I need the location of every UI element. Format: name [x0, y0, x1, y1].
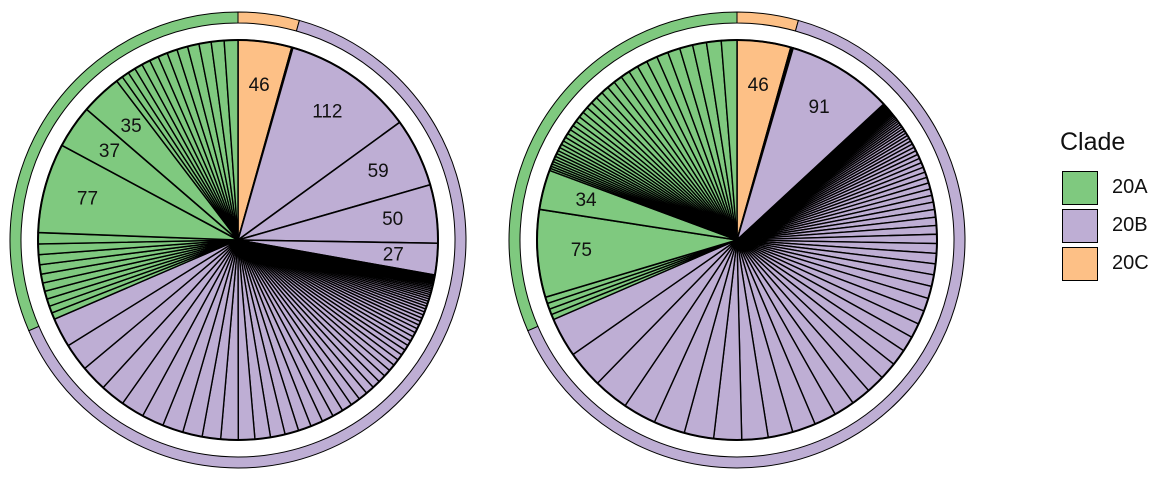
slice-label-112: 112	[312, 102, 342, 123]
ring-segment-20a	[9, 11, 239, 332]
slice-label-77: 77	[77, 189, 98, 210]
slice-label-35: 35	[121, 116, 142, 137]
pie-outline	[37, 39, 439, 441]
legend-item-20a: 20A	[1062, 169, 1149, 206]
pie-chart-2: 46 91 75 34	[508, 11, 966, 469]
ring-segment-20a	[508, 11, 738, 332]
slice-label-59: 59	[368, 161, 389, 182]
legend-swatch-20b	[1062, 208, 1098, 243]
slice-label-75: 75	[571, 240, 592, 261]
pie-outline	[536, 39, 938, 441]
slice-label-46: 46	[249, 75, 270, 96]
legend-label-20a: 20A	[1112, 176, 1148, 198]
legend-label-20c: 20C	[1112, 252, 1149, 274]
legend-swatch-20a	[1062, 170, 1098, 205]
slice-label-34: 34	[575, 190, 597, 211]
legend-label-20b: 20B	[1112, 214, 1148, 236]
ring-segment-20c	[736, 11, 800, 32]
legend-item-20c: 20C	[1062, 245, 1149, 282]
slice-label-50: 50	[382, 209, 403, 230]
slice-label-37: 37	[99, 141, 120, 162]
slice-label-46: 46	[748, 75, 769, 96]
legend-title: Clade	[1060, 128, 1126, 156]
small-slices-20a	[115, 39, 239, 241]
legend-swatch-20c	[1062, 246, 1098, 281]
legend: Clade 20A 20B 20C	[1060, 128, 1149, 283]
slice-label-91: 91	[809, 97, 830, 118]
ring-segment-20c	[237, 11, 301, 32]
legend-item-20b: 20B	[1062, 207, 1149, 244]
slice-label-27: 27	[383, 244, 404, 265]
